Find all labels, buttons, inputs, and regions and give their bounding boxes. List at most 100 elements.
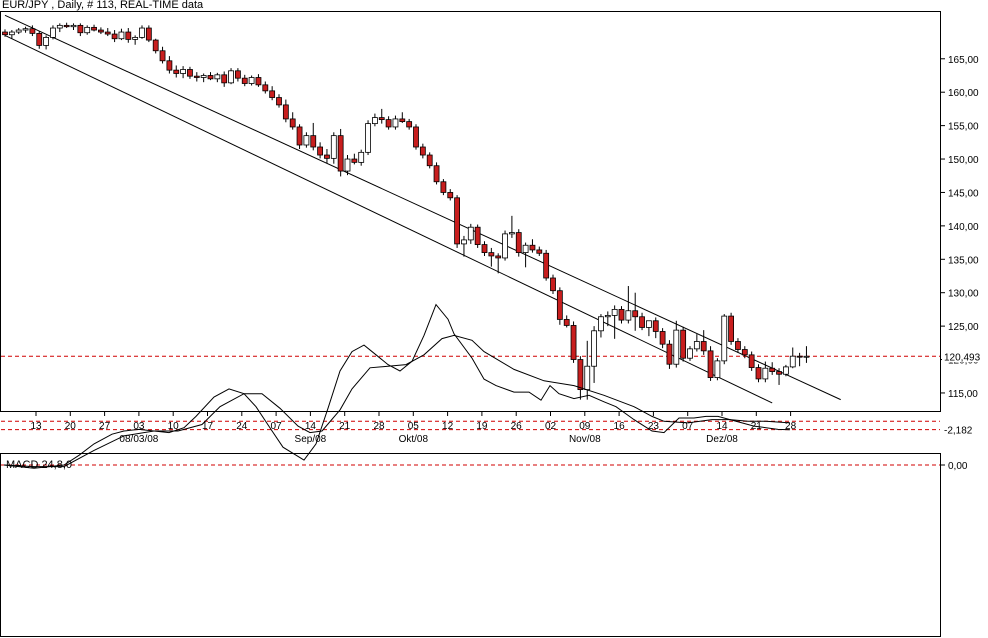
trendline-1 [4,14,841,401]
candle [214,72,221,83]
price-tick-label: 135,00 [948,255,979,266]
candle [392,115,399,130]
price-tick-label: 125,00 [948,322,979,333]
date-axis: 13 20 27 03 10 17 24 07 14 21 28 05 12 19 26 02 09 16 23 07… [30,411,797,445]
date-tick-label: 10 [168,421,180,432]
candle [666,340,673,369]
macd-level-label: -2,182 [944,426,973,437]
candle [625,286,632,324]
candle [543,249,550,281]
candle [687,346,693,361]
price-trendlines [4,14,841,404]
candle [728,312,734,345]
candle [269,86,276,101]
candle [646,320,652,337]
candle [282,99,289,123]
candle [618,306,625,324]
candle [426,152,433,169]
candle [604,311,611,327]
chart-header-title: EUR/JPY , Daily, # 113, REAL-TIME data [2,0,204,11]
date-tick-label: 05 [408,421,420,432]
date-tick-label: 02 [545,421,557,432]
candle [139,25,145,39]
candle [447,189,454,201]
date-tick-label: 21 [339,421,351,432]
candle [43,35,49,50]
candle [707,346,714,381]
date-tick-label: 28 [785,421,797,432]
candle [413,124,419,150]
month-label: Sep/08 [295,434,327,445]
candle [700,330,707,355]
candle [755,364,762,383]
candle [419,143,426,159]
candle [36,31,43,49]
date-tick-label: 17 [202,421,214,432]
candle [324,149,330,164]
candle [796,352,803,367]
candle [228,68,234,85]
candle [289,112,296,130]
candle [385,116,392,130]
date-tick-label: 19 [476,421,488,432]
candle [591,326,597,383]
candle [508,215,515,238]
candle [481,241,488,256]
candle [803,346,810,363]
price-tick-label: 130,00 [948,289,979,300]
candle [276,94,282,108]
date-tick-label: 14 [305,421,317,432]
candle [563,315,570,328]
candle [570,321,577,363]
candle [789,347,796,369]
candle [502,230,508,261]
candle [467,223,474,244]
candle [611,305,618,339]
current-price-label: 120,493 [944,352,981,363]
candle [378,108,385,124]
candle [776,368,782,385]
candle [132,35,139,45]
date-tick-label: 12 [442,421,454,432]
candle [8,30,15,39]
price-axis: 115,00120,00125,00130,00135,00140,00145,… [940,55,979,400]
date-tick-label: 07 [271,421,283,432]
date-tick-label: 03 [133,421,145,432]
candle [241,74,248,87]
macd-axis: 0,00 [940,461,968,472]
candle [98,27,104,35]
candle [536,246,543,256]
candle [598,314,604,338]
candle [693,334,700,352]
macd-plot-frame [0,453,941,637]
trendline-2 [4,34,773,404]
current-price-tag [942,350,986,363]
candle [522,242,529,268]
candle [173,65,180,78]
candle [748,351,755,371]
candle [152,38,159,54]
price-tick-label: 155,00 [948,122,979,133]
candle [488,247,495,267]
candle [50,25,56,40]
macd-panel: -2,182 0,00 MACD 24,8,0 [0,303,986,637]
candle [337,128,344,177]
price-tick-label: 115,00 [948,389,978,400]
month-label: Dez/08 [706,434,738,445]
date-tick-label: 20 [65,421,77,432]
candle [762,361,769,383]
candle [193,72,200,82]
candle [680,326,687,362]
candle [2,29,8,37]
candle [118,28,125,41]
candle [91,24,97,32]
candle [63,22,70,29]
candle [296,124,303,150]
candle [365,120,371,156]
candle [515,229,522,257]
macd-series [3,303,791,469]
candle [310,122,317,151]
candle [406,118,413,130]
candle [166,56,173,74]
date-tick-label: 07 [682,421,694,432]
